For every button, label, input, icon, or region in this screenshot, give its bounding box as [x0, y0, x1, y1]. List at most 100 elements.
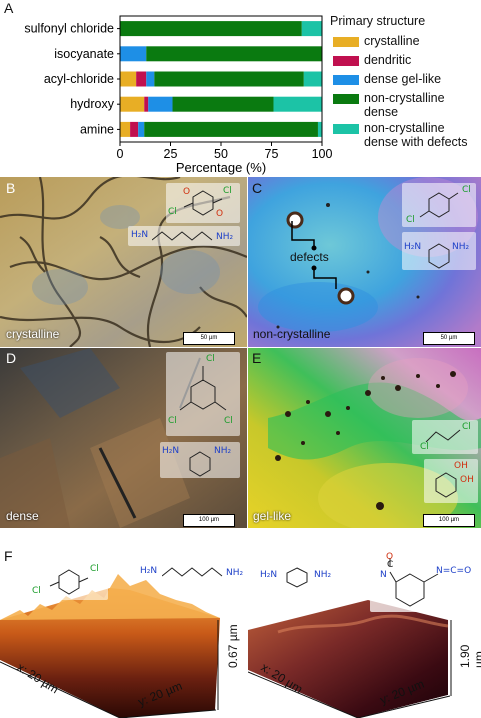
chem-atom: N=C=O — [436, 566, 472, 576]
bar-segment — [136, 71, 147, 87]
bar-segment — [146, 71, 155, 87]
molecule-trimesoyl-chloride: Cl Cl Cl — [166, 352, 240, 436]
bar-segment — [144, 121, 318, 137]
benzene-ring-icon — [179, 366, 227, 411]
afm-surface-right — [248, 600, 481, 718]
x-tick-label: 50 — [214, 147, 228, 161]
category-label: isocyanate — [54, 47, 114, 61]
bar-segment — [138, 121, 145, 137]
panel-label-e: E — [252, 350, 262, 366]
axis-label-z: 1.90 µm — [458, 644, 481, 668]
chem-atom: Cl — [32, 586, 41, 596]
legend-swatch — [333, 75, 359, 85]
chem-atom: OH — [460, 475, 474, 485]
axis-label-z: 0.67 µm — [226, 624, 240, 668]
chem-atom: N — [380, 570, 387, 580]
chem-atom: Cl — [90, 564, 99, 574]
molecule-fumaryl-chloride: Cl Cl — [412, 420, 478, 454]
molecule-terephthaloyl-chloride: Cl Cl — [30, 562, 108, 600]
bar-segment — [154, 71, 304, 87]
category-label: hydroxy — [70, 97, 115, 111]
legend-label: non-crystalline — [364, 91, 445, 105]
chem-atom: O — [183, 187, 191, 197]
molecule-hexanediamine: H₂N NH₂ — [140, 562, 250, 582]
scale-bar: 100 µm — [423, 514, 475, 527]
x-tick-label: 25 — [164, 147, 178, 161]
chem-atom: Cl — [420, 442, 429, 452]
molecule-m-phenylenediamine: H₂N NH₂ — [160, 442, 240, 478]
category-label: acyl-chloride — [44, 72, 114, 86]
legend-swatch — [333, 94, 359, 104]
alkyl-chain-icon — [152, 231, 213, 241]
chem-atom: H₂N — [162, 446, 180, 456]
molecule-hexanediamine: H₂N NH₂ — [128, 226, 240, 246]
panel-label-f: F — [4, 548, 13, 564]
legend-swatch — [333, 56, 359, 66]
chem-atom: C — [387, 560, 394, 570]
benzene-ring-icon — [428, 243, 450, 269]
caption-gel-like: gel-like — [253, 509, 292, 523]
bar-segment — [172, 96, 274, 112]
chem-atom: Cl — [206, 354, 215, 364]
molecule-m-phenylenediamine: H₂N NH₂ — [402, 232, 476, 270]
chem-atom: Cl — [406, 215, 415, 225]
category-label: sulfonyl chloride — [24, 22, 114, 36]
chem-atom: H₂N — [140, 566, 158, 576]
panel-label-c: C — [252, 180, 263, 196]
molecule-benzenedisulfonyl-chloride: Cl Cl — [402, 183, 476, 227]
x-tick-label: 0 — [117, 147, 124, 161]
chem-atom: Cl — [168, 207, 177, 217]
micrograph-dense — [0, 348, 247, 528]
dense-texture — [0, 348, 247, 528]
chem-atom: H₂N — [131, 230, 149, 240]
cyclohexane-ring-icon — [389, 558, 439, 607]
chem-atom: Cl — [462, 422, 471, 432]
legend-label: crystalline — [364, 34, 420, 48]
benzene-ring-icon — [435, 472, 457, 498]
panel-label-a: A — [4, 0, 14, 16]
chem-atom: OH — [454, 461, 468, 471]
bar-segment — [301, 21, 322, 37]
chem-atom: H₂N — [404, 242, 422, 252]
bar-segment — [120, 121, 131, 137]
alkene-chain-icon — [425, 429, 461, 443]
chem-atom: NH₂ — [226, 568, 244, 578]
chem-atom: NH₂ — [214, 446, 232, 456]
bar-segment — [146, 46, 322, 62]
chem-atom: Cl — [223, 186, 232, 196]
category-label: amine — [80, 122, 114, 136]
legend-swatch — [333, 124, 359, 134]
bar-segment — [144, 96, 149, 112]
scale-bar: 100 µm — [183, 514, 235, 527]
caption-non-crystalline: non-crystalline — [253, 327, 331, 341]
legend-label: dense gel-like — [364, 72, 442, 86]
x-tick-label: 100 — [312, 147, 333, 161]
afm-surface-left — [0, 574, 240, 718]
legend-label: dense with defects — [364, 135, 468, 149]
benzene-ring-icon — [49, 569, 89, 595]
benzene-ring-icon — [419, 192, 459, 218]
bar-segment — [273, 96, 322, 112]
legend-label: dendritic — [364, 53, 412, 67]
molecule-p-phenylenediamine: H₂N NH₂ — [260, 566, 360, 588]
chem-atom: Cl — [224, 416, 233, 426]
bar-segment — [148, 96, 173, 112]
chem-atom: H₂N — [260, 570, 278, 580]
chem-atom: O — [386, 552, 394, 562]
alkyl-chain-icon — [162, 567, 223, 577]
bar-segment — [317, 121, 322, 137]
legend-swatch — [333, 37, 359, 47]
bar-segment — [120, 46, 147, 62]
chem-atom: NH₂ — [452, 242, 470, 252]
bar-segment — [120, 96, 145, 112]
bar-segment — [120, 71, 137, 87]
bar-segment — [120, 21, 302, 37]
bar-segment — [303, 71, 322, 87]
panel-label-b: B — [6, 180, 16, 196]
scale-bar: 50 µm — [183, 332, 235, 345]
defects-label: defects — [290, 250, 329, 264]
legend-label: dense — [364, 105, 399, 119]
x-axis-label: Percentage (%) — [176, 160, 266, 175]
chem-atom: Cl — [168, 416, 177, 426]
stacked-bar-chart: sulfonyl chloride isocyanate acyl-chloride… — [24, 15, 333, 175]
